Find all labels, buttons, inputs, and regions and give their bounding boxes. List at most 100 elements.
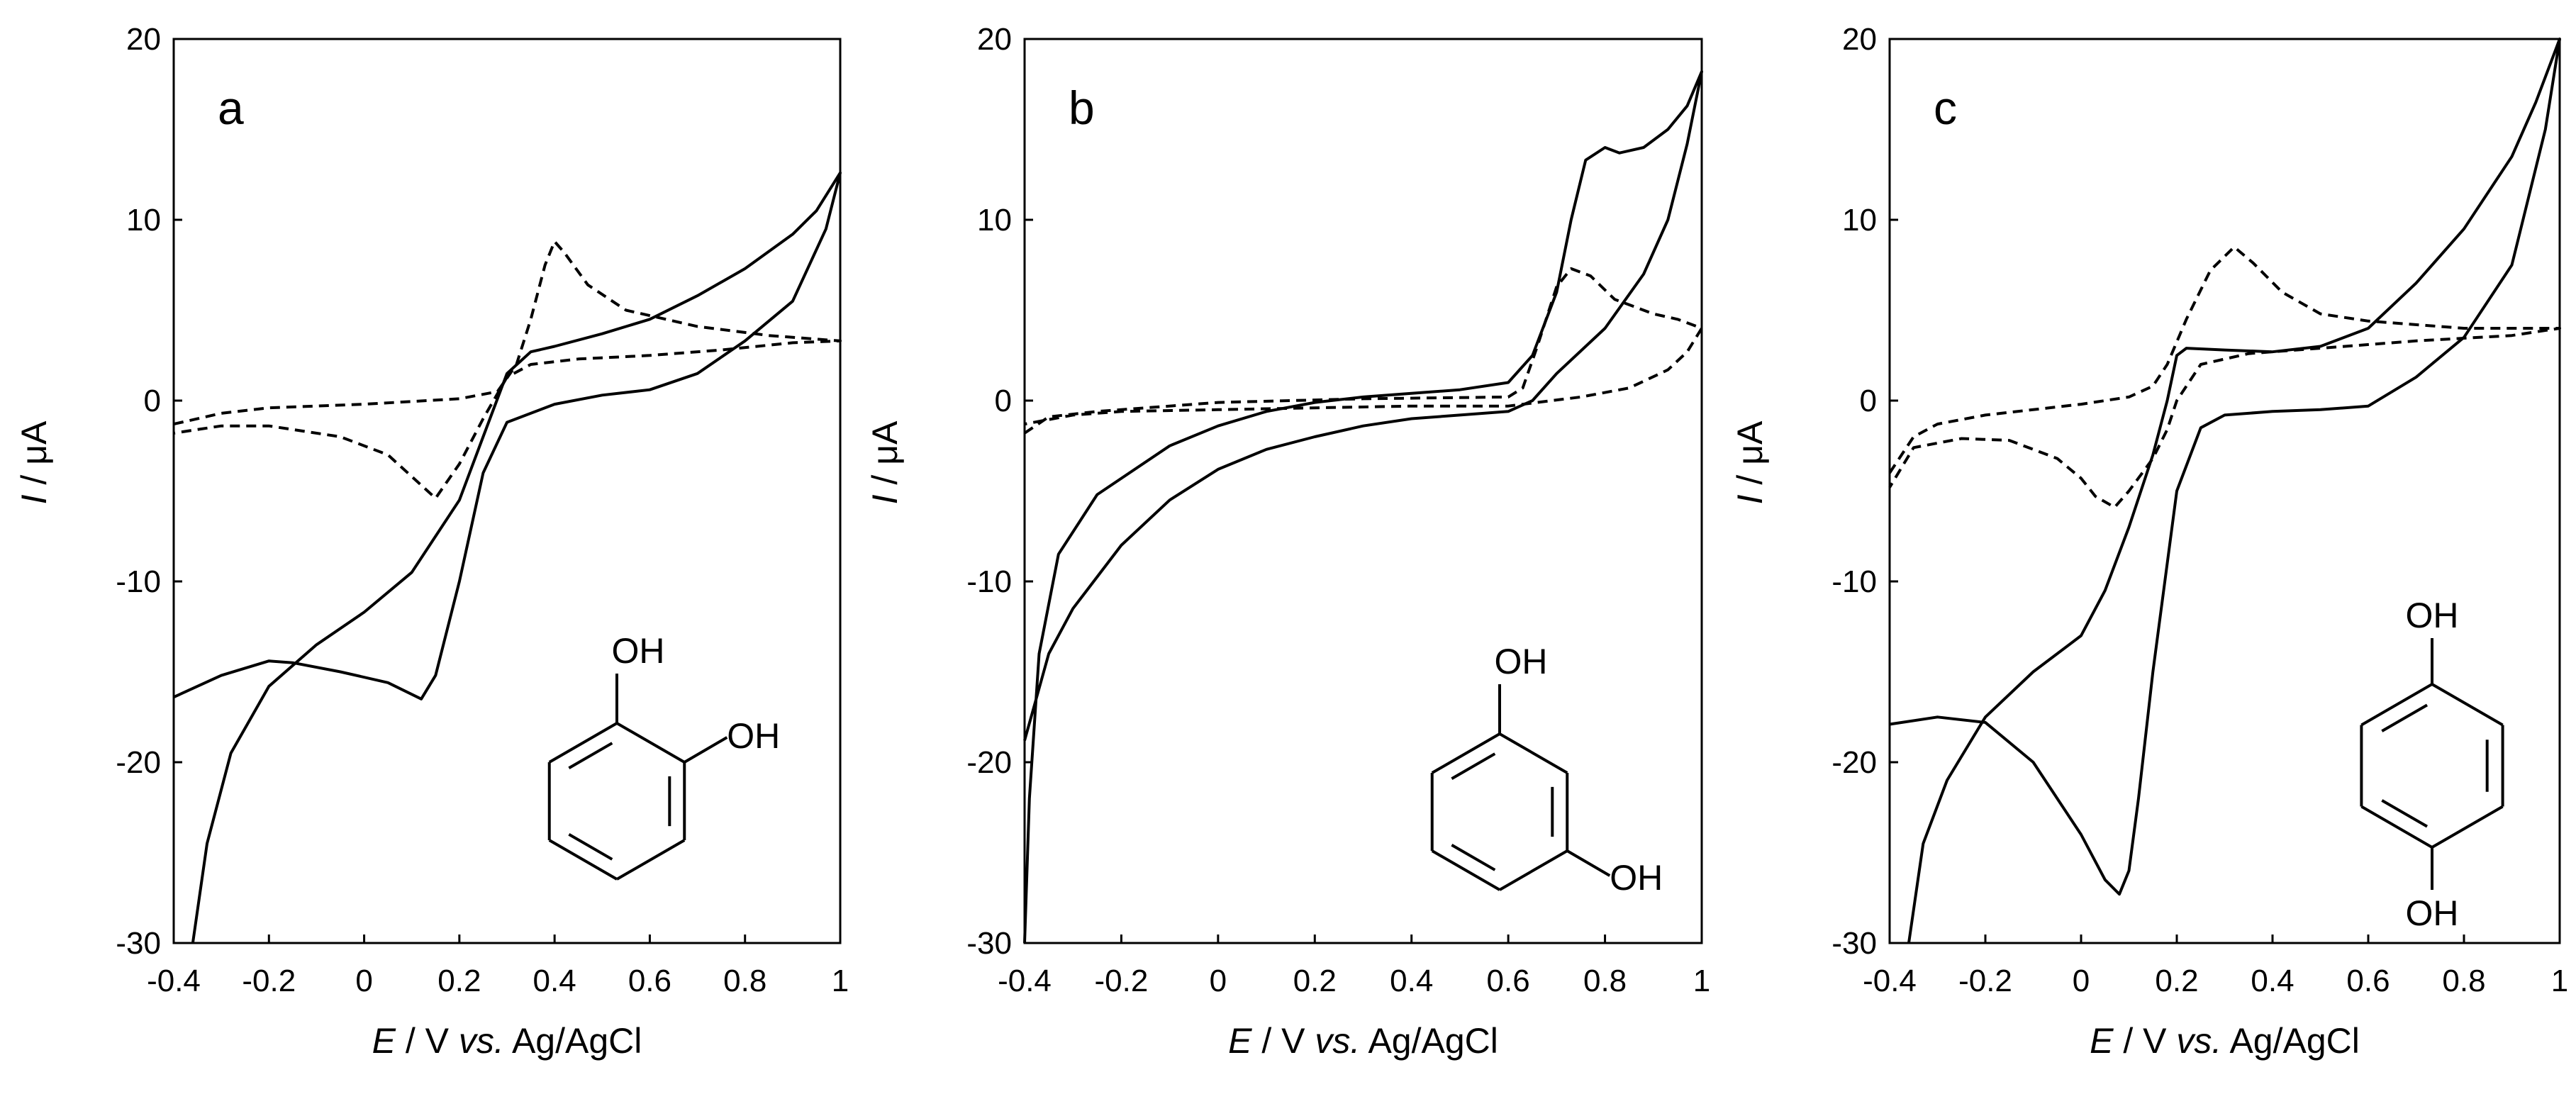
x-axis-title-part: vs.: [1315, 1021, 1360, 1061]
x-tick-label: 0.4: [533, 964, 576, 998]
y-axis-title: I / μA: [1730, 420, 1770, 504]
y-tick-label: -30: [116, 926, 161, 961]
bond: [1498, 732, 1568, 774]
y-tick-label: 0: [1860, 384, 1877, 418]
series-line-solid: [1889, 38, 2561, 944]
y-axis-title: I / μA: [14, 420, 54, 504]
bond: [1431, 849, 1500, 891]
x-tick-label: 0: [1210, 964, 1227, 998]
x-tick-label: 0.4: [2251, 964, 2294, 998]
series-line-dashed: [173, 240, 842, 500]
series-line-solid: [1023, 69, 1703, 944]
x-axis-title-part: Ag/AgCl: [1360, 1021, 1498, 1061]
chart-panel-c: 20 10 0 -10 -20 -30-0.4 -0.2 0 0.2 0.4 0.6 0.8 1 E / …: [1730, 22, 2568, 1061]
x-tick-label: 0.2: [437, 964, 481, 998]
panel-letter: a: [218, 82, 244, 134]
chart-panel-b: 20 10 0 -10 -20 -30-0.4 -0.2 0 0.2 0.4 0.6 0.8 1 E / …: [865, 22, 1710, 1061]
x-tick-label: -0.4: [147, 964, 201, 998]
bond: [1498, 849, 1568, 891]
bond: [2431, 683, 2504, 727]
y-tick-label: 10: [126, 203, 161, 238]
panel-letter: c: [1934, 82, 1957, 134]
x-axis-title-part: vs.: [2176, 1021, 2221, 1061]
x-axis-title-part: Ag/AgCl: [504, 1021, 642, 1061]
x-axis-title-part: vs.: [459, 1021, 504, 1061]
bond: [1451, 844, 1496, 871]
bond: [548, 722, 618, 764]
chart-panel-a: 20 10 0 -10 -20 -30-0.4 -0.2 0 0.2 0.4 0.6 0.8 1 E / …: [14, 22, 849, 1061]
plot-frame: [172, 38, 842, 944]
y-axis-title-part: / μA: [865, 420, 905, 494]
x-tick-label: 1: [2551, 964, 2568, 998]
y-axis-title-part: I: [1730, 494, 1770, 504]
bond: [2381, 703, 2429, 732]
bond: [2360, 805, 2433, 849]
y-tick-label: -10: [966, 564, 1012, 599]
oh-label: OH: [1495, 642, 1548, 681]
y-axis-title-part: / μA: [1730, 420, 1770, 494]
x-tick-label: 0.6: [628, 964, 671, 998]
x-tick-label: 0: [355, 964, 372, 998]
x-axis-title-part: E: [1228, 1021, 1252, 1061]
series-line-dashed: [1888, 245, 2561, 509]
y-axis-title: I / μA: [865, 420, 905, 504]
bond: [616, 722, 686, 764]
molecule-structure-hydroquinone: OH OH: [2360, 596, 2504, 933]
bond: [684, 736, 728, 764]
x-axis-title-part: Ag/AgCl: [2221, 1021, 2360, 1061]
x-tick-label: 0.8: [723, 964, 766, 998]
bond: [2431, 805, 2504, 849]
y-tick-label: -30: [966, 926, 1012, 961]
y-tick-label: -20: [1831, 745, 1877, 780]
y-axis-title-part: I: [865, 494, 905, 504]
x-tick-label: 1: [1693, 964, 1710, 998]
y-tick-label: 10: [977, 203, 1012, 238]
x-axis-title-part: E: [2090, 1021, 2114, 1061]
y-tick-label: -30: [1831, 926, 1877, 961]
x-tick-label: 0.2: [2155, 964, 2198, 998]
bond: [1451, 752, 1496, 780]
x-axis-title: E / V vs. Ag/AgCl: [372, 1021, 642, 1061]
bond: [548, 839, 618, 881]
bond: [2360, 683, 2433, 727]
x-tick-label: 0: [2073, 964, 2090, 998]
x-axis-title-part: / V: [1251, 1021, 1315, 1061]
y-tick-label: 20: [126, 22, 161, 57]
bond: [568, 833, 613, 861]
x-tick-label: 0.4: [1390, 964, 1433, 998]
y-tick-label: 20: [1842, 22, 1877, 57]
x-axis-title-part: E: [372, 1021, 396, 1061]
oh-label: OH: [727, 716, 780, 756]
y-tick-label: 20: [977, 22, 1012, 57]
x-tick-label: -0.2: [1958, 964, 2012, 998]
bond: [2381, 799, 2429, 828]
oh-label: OH: [2406, 893, 2459, 933]
oh-label: OH: [2406, 596, 2459, 635]
y-tick-label: -20: [966, 745, 1012, 780]
y-tick-label: 0: [995, 384, 1012, 418]
molecule-structure-catechol: OH OH: [547, 631, 780, 881]
x-tick-label: 0.8: [1583, 964, 1627, 998]
x-tick-label: -0.2: [1095, 964, 1149, 998]
x-axis-title: E / V vs. Ag/AgCl: [2090, 1021, 2360, 1061]
oh-label: OH: [612, 631, 665, 671]
y-axis-title-part: / μA: [14, 420, 54, 494]
y-tick-label: 10: [1842, 203, 1877, 238]
y-tick-label: -10: [116, 564, 161, 599]
bond: [1566, 849, 1611, 877]
x-tick-label: 0.2: [1293, 964, 1337, 998]
x-tick-label: 0.6: [2346, 964, 2390, 998]
plot-frame: [1023, 38, 1703, 944]
bond: [616, 839, 686, 881]
bond: [1431, 732, 1500, 774]
x-tick-label: -0.4: [998, 964, 1052, 998]
x-tick-label: 1: [832, 964, 849, 998]
x-axis-title-part: / V: [396, 1021, 459, 1061]
x-axis-title: E / V vs. Ag/AgCl: [1228, 1021, 1498, 1061]
y-tick-label: 0: [144, 384, 161, 418]
x-axis-title-part: / V: [2113, 1021, 2176, 1061]
series-line-dashed: [1023, 267, 1703, 435]
x-tick-label: -0.4: [1863, 964, 1917, 998]
x-tick-label: 0.8: [2442, 964, 2485, 998]
